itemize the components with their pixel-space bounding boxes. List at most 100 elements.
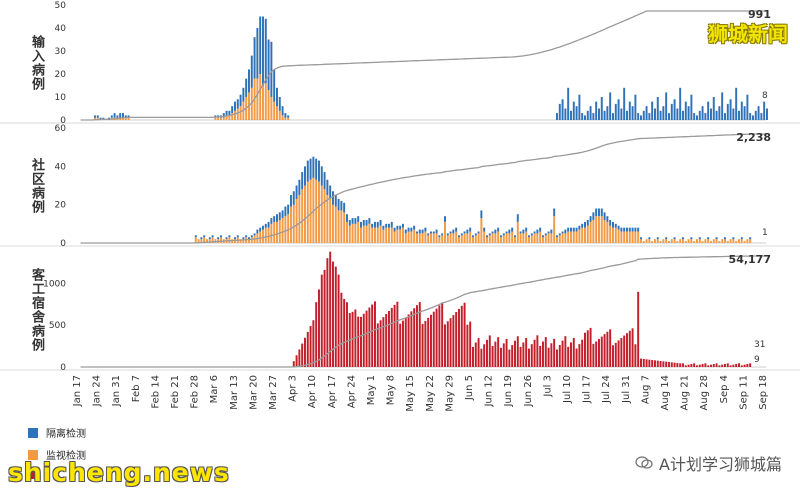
bar-dormitory <box>298 349 301 367</box>
bar-dormitory <box>710 364 712 367</box>
bar-dormitory <box>698 364 701 367</box>
bar-quarantine <box>469 227 472 232</box>
bar-quarantine <box>306 160 309 182</box>
bar-dormitory <box>603 334 606 367</box>
bar-quarantine <box>284 113 287 118</box>
x-tick-label: Jan 17 <box>72 375 83 407</box>
bar-surveillance <box>197 239 200 243</box>
bar-quarantine <box>757 106 760 120</box>
bar-dormitory <box>413 308 416 367</box>
bar-surveillance <box>273 101 276 120</box>
bar-surveillance <box>690 239 693 243</box>
bar-surveillance <box>304 185 306 243</box>
bar-surveillance <box>242 239 245 243</box>
bar-quarantine <box>682 110 684 120</box>
bar-surveillance <box>348 225 351 243</box>
x-tick-label: May 15 <box>405 375 416 412</box>
bar-quarantine <box>651 101 654 120</box>
legend-swatch-blue <box>28 427 38 438</box>
bar-surveillance <box>696 239 698 243</box>
bar-quarantine <box>259 16 262 74</box>
bar-quarantine <box>491 231 494 234</box>
bar-quarantine <box>556 113 558 120</box>
x-tick-label: Feb 14 <box>150 375 161 409</box>
bar-surveillance <box>323 189 326 243</box>
bar-quarantine <box>698 237 701 240</box>
bar-quarantine <box>208 237 211 240</box>
bar-quarantine <box>656 97 659 120</box>
bar-surveillance <box>474 235 477 243</box>
bar-quarantine <box>480 210 483 219</box>
bar-quarantine <box>592 212 595 220</box>
bar-surveillance <box>684 241 687 243</box>
bar-surveillance <box>480 218 483 243</box>
bar-dormitory <box>581 339 584 367</box>
bar-surveillance <box>362 225 365 243</box>
bar-quarantine <box>556 235 558 238</box>
bar-surveillance <box>385 227 388 243</box>
last-value-label: 8 <box>762 91 768 101</box>
x-tick-label: Sep 4 <box>719 375 730 403</box>
bar-surveillance <box>267 227 270 243</box>
bar-surveillance <box>357 221 360 243</box>
bar-quarantine <box>253 233 256 236</box>
x-tick-label: Jul 24 <box>601 375 612 404</box>
bar-quarantine <box>460 233 463 236</box>
bar-quarantine <box>752 115 754 120</box>
bar-surveillance <box>354 223 357 243</box>
bar-surveillance <box>715 239 718 243</box>
bar-dormitory <box>682 363 684 367</box>
bar-surveillance <box>234 239 236 243</box>
bar-quarantine <box>396 225 399 230</box>
bar-quarantine <box>281 210 284 219</box>
bar-dormitory <box>469 321 472 367</box>
bar-quarantine <box>346 214 348 222</box>
bar-quarantine <box>96 115 99 118</box>
bar-quarantine <box>312 156 315 178</box>
bar-quarantine <box>687 106 690 120</box>
bar-surveillance <box>203 237 206 243</box>
bar-quarantine <box>435 229 438 234</box>
bar-surveillance <box>724 239 726 243</box>
bar-quarantine <box>99 117 102 120</box>
bar-dormitory <box>430 314 432 367</box>
bar-dormitory <box>390 307 393 367</box>
bar-surveillance <box>441 235 444 243</box>
bar-surveillance <box>542 237 544 243</box>
bar-surveillance <box>315 179 318 243</box>
bar-quarantine <box>418 229 421 234</box>
bar-surveillance <box>250 87 253 120</box>
bar-quarantine <box>318 160 320 182</box>
brand-logo: 狮城新闻 <box>708 22 788 46</box>
bar-dormitory <box>595 341 598 367</box>
bar-quarantine <box>253 37 256 79</box>
x-tick-label: Feb 7 <box>131 375 142 402</box>
bar-dormitory <box>438 305 441 367</box>
bar-surveillance <box>231 113 234 120</box>
bar-surveillance <box>514 237 516 243</box>
bar-quarantine <box>578 94 581 120</box>
x-tick-label: Aug 28 <box>699 375 710 410</box>
bar-quarantine <box>679 87 682 120</box>
bar-quarantine <box>603 110 606 120</box>
bar-surveillance <box>309 179 312 243</box>
bar-dormitory <box>407 314 410 367</box>
bar-dormitory <box>460 305 463 367</box>
bar-dormitory <box>388 311 390 367</box>
bar-surveillance <box>262 229 264 243</box>
bar-quarantine <box>248 237 250 240</box>
bar-surveillance <box>718 241 721 243</box>
bar-quarantine <box>634 94 637 120</box>
bar-surveillance <box>340 210 343 243</box>
panel-title-dormitory: 客工宿舍病例 <box>29 268 44 352</box>
bar-quarantine <box>354 218 357 224</box>
bar-quarantine <box>267 39 270 91</box>
bar-quarantine <box>455 227 458 232</box>
bar-quarantine <box>427 233 430 236</box>
bar-quarantine <box>598 208 600 217</box>
bar-surveillance <box>259 74 262 120</box>
bar-dormitory <box>732 364 735 367</box>
bar-quarantine <box>228 110 231 116</box>
bar-dormitory <box>575 348 578 367</box>
bar-quarantine <box>259 227 262 232</box>
